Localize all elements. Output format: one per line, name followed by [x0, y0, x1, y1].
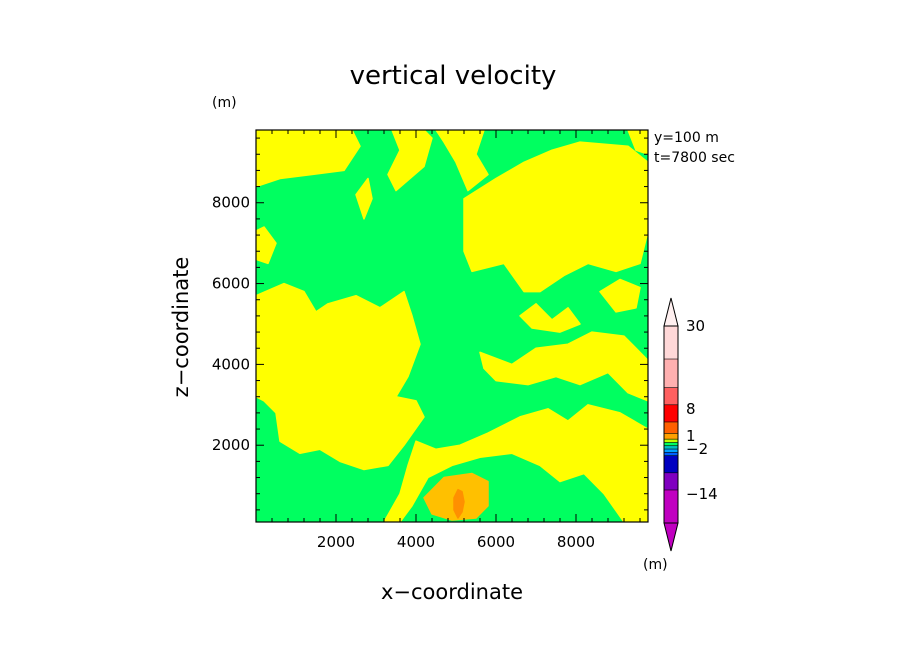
contour-region-mid: [599, 278, 641, 313]
plot-frame: [255, 129, 649, 523]
location-annotation: y=100 m: [654, 130, 719, 146]
x-tick-label: 8000: [557, 533, 595, 551]
y-tick-label: 6000: [212, 275, 250, 293]
contour-region-mid: [479, 331, 648, 402]
x-tick-label: 6000: [477, 533, 515, 551]
colorbar-max-arrow: [663, 297, 679, 327]
contour-region-mid: [256, 226, 277, 265]
x-axis-label: x−coordinate: [381, 580, 523, 604]
contour-region-mid: [463, 141, 648, 293]
contour-regions: [256, 130, 648, 522]
colorbar-band: [664, 442, 678, 446]
colorbar-band: [664, 387, 678, 405]
contour-region-mid: [435, 130, 489, 192]
y-tick-label: 8000: [212, 194, 250, 212]
colorbar-band: [664, 439, 678, 443]
y-tick-label: 4000: [212, 355, 250, 373]
colorbar-band: [664, 421, 678, 434]
x-tick-label: 2000: [317, 533, 355, 551]
contour-region-mid: [383, 404, 648, 522]
y-tick-label: 2000: [212, 436, 250, 454]
contour-region-mid: [256, 130, 361, 188]
colorbar-band: [664, 359, 678, 388]
contour-region-mid: [519, 303, 581, 333]
colorbar-band: [664, 433, 678, 440]
colorbar-band: [664, 452, 678, 456]
colorbar-tick-label: −14: [686, 485, 718, 503]
contour-region-mid: [256, 282, 425, 471]
colorbar-band: [664, 326, 678, 360]
contour-region-mid: [355, 177, 373, 220]
colorbar-band: [664, 445, 678, 450]
colorbar-tick-label: 30: [686, 317, 705, 335]
colorbar-band: [664, 404, 678, 422]
x-tick-label: 4000: [397, 533, 435, 551]
colorbar-tick-label: 8: [686, 400, 696, 418]
colorbar-tick-label: −2: [686, 440, 708, 458]
axis-ticks: 2000 4000 6000 8000 2000 4000 6000 8000: [212, 130, 648, 551]
colorbar-band: [664, 449, 678, 453]
colorbar: 30 8 1−2 −14: [663, 297, 718, 552]
colorbar-min-arrow: [663, 522, 679, 552]
colorbar-unit: (m): [643, 557, 668, 573]
contour-region-mid: [627, 130, 648, 155]
y-axis-label: z−coordinate: [169, 257, 193, 398]
y-axis-unit: (m): [212, 95, 237, 111]
chart-title: vertical velocity: [350, 61, 557, 91]
colorbar-frame: [663, 325, 679, 524]
contour-region-mid: [387, 130, 433, 192]
colorbar-band: [664, 489, 678, 523]
contour-region-peak: [453, 488, 465, 519]
colorbar-band: [664, 455, 678, 473]
colorbar-band: [664, 472, 678, 490]
colorbar-tick-label: 1: [686, 427, 696, 445]
time-annotation: t=7800 sec: [654, 150, 735, 166]
